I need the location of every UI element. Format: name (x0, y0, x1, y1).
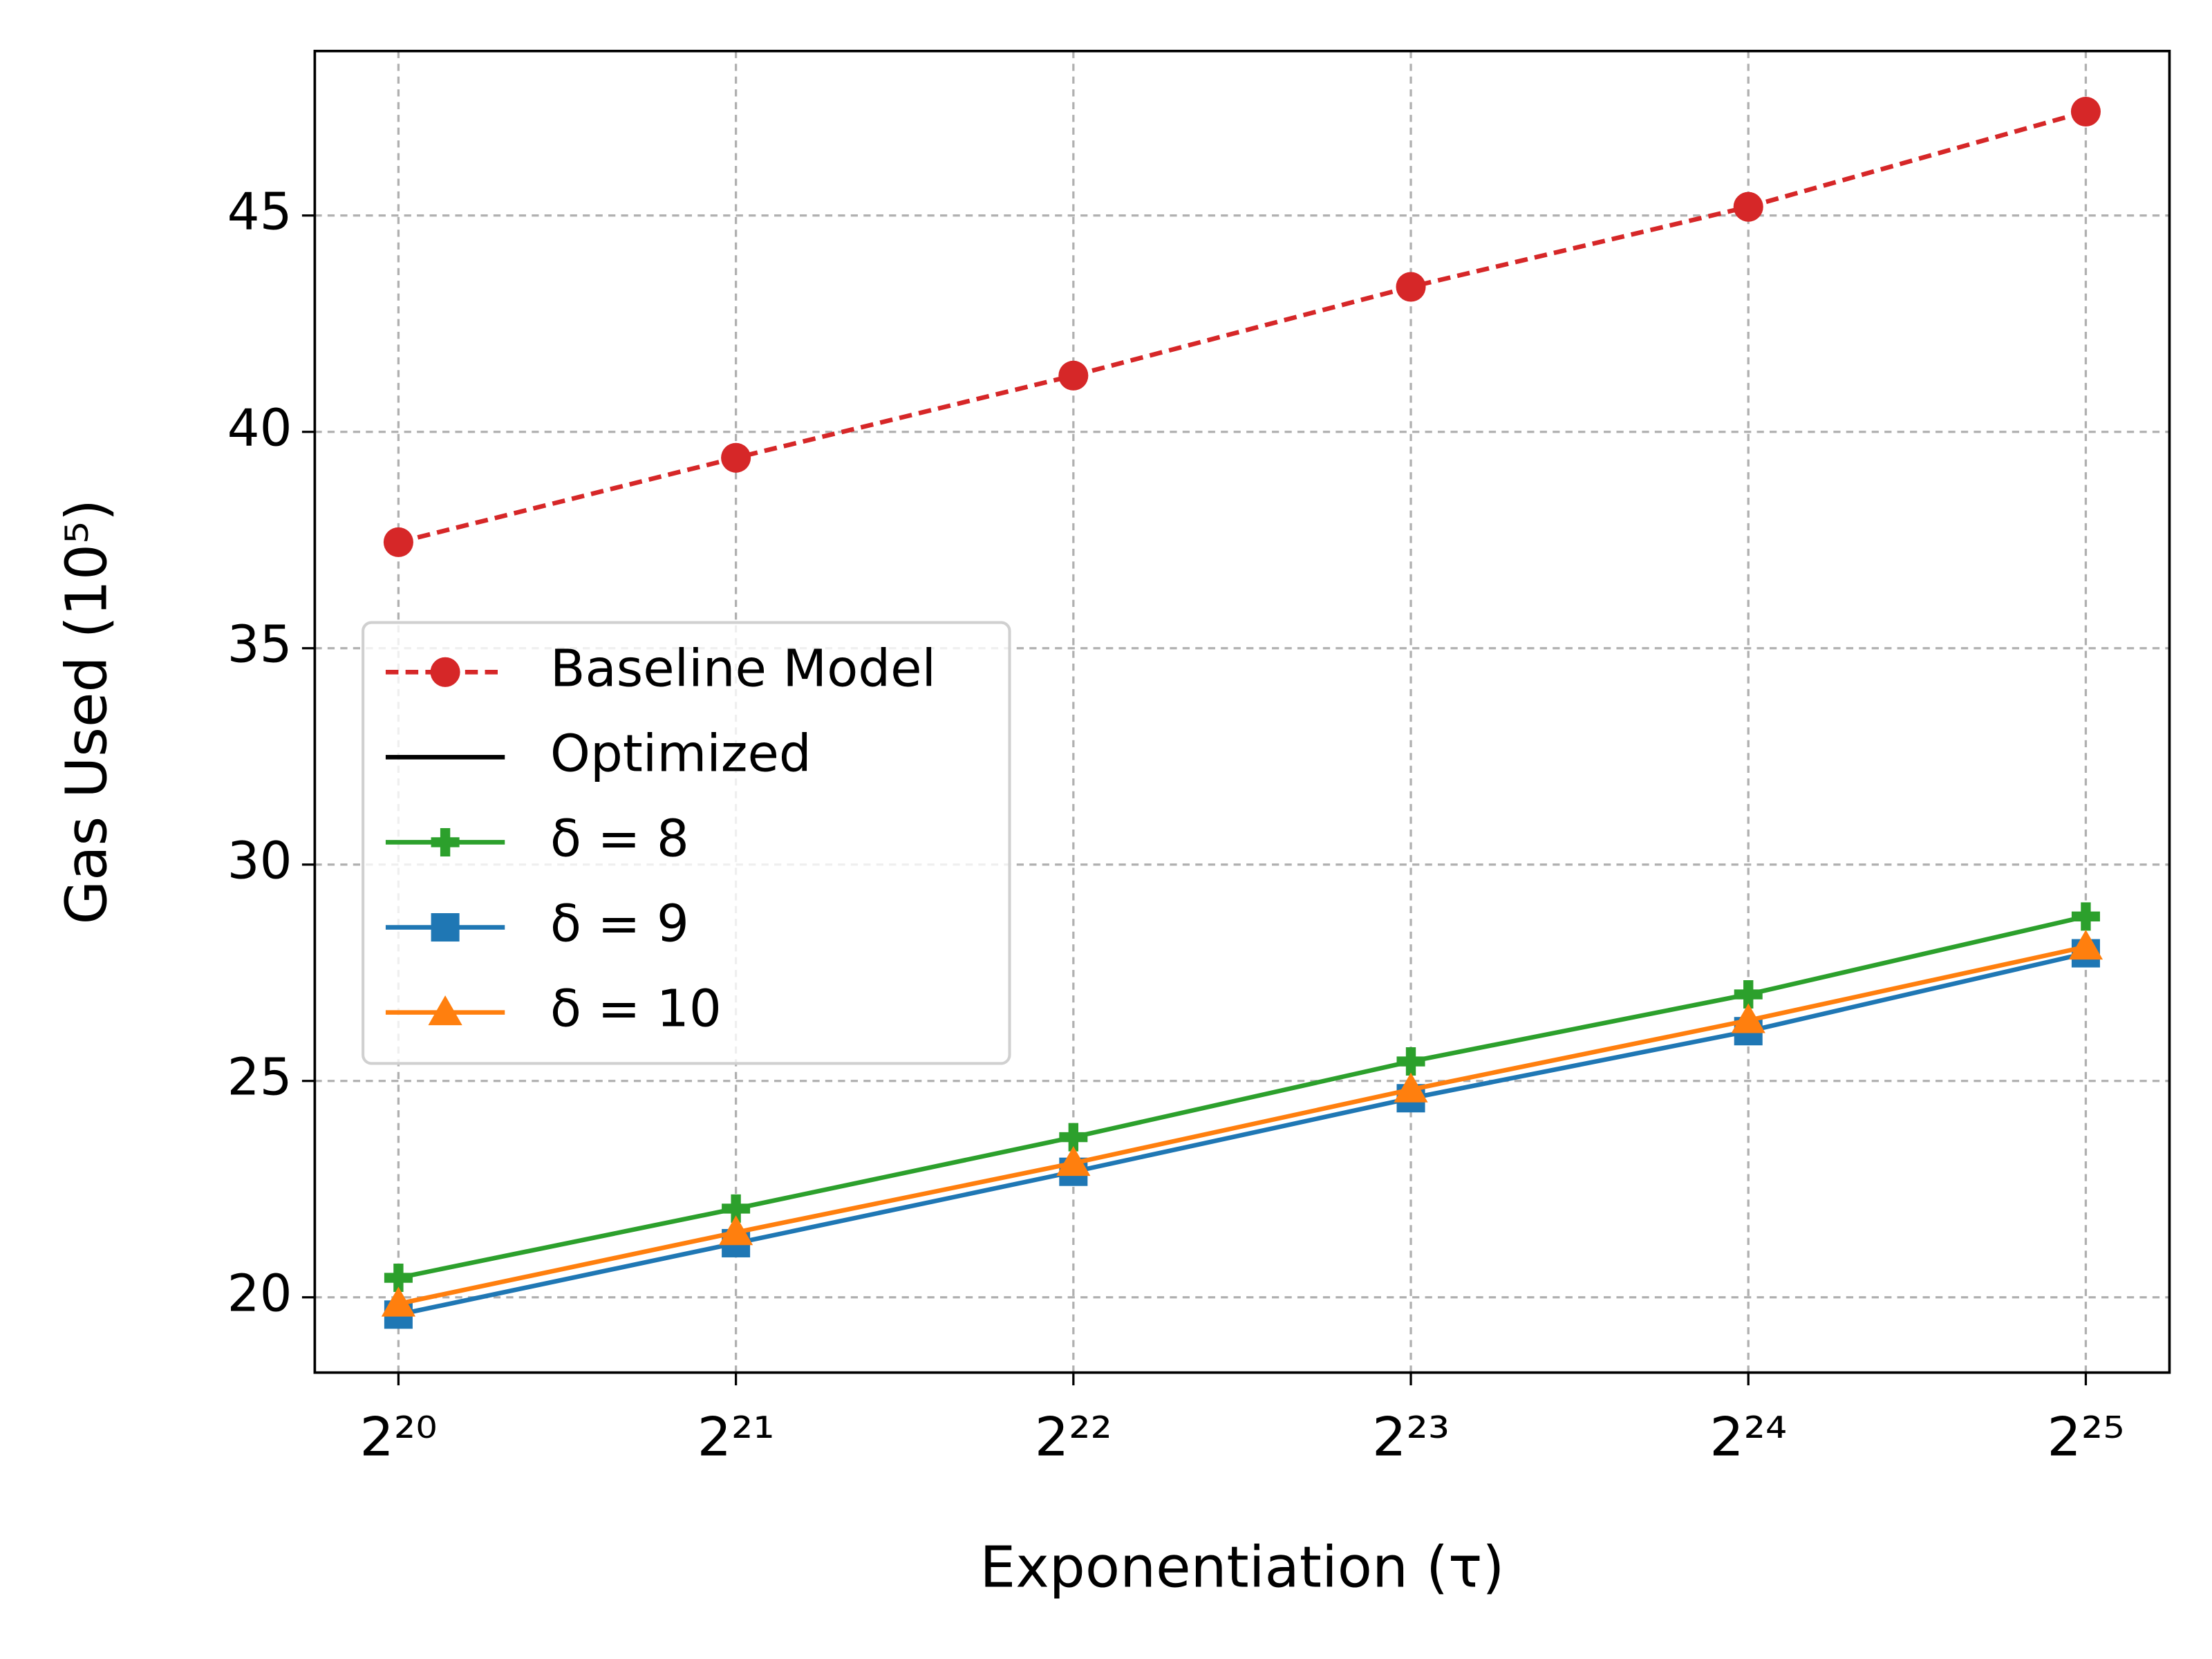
marker (431, 913, 460, 942)
legend-box (362, 621, 1011, 1065)
marker (1731, 1003, 1765, 1033)
marker (384, 1264, 413, 1293)
marker (1056, 1146, 1091, 1177)
marker (2071, 902, 2100, 931)
x-tick-label: 2²⁴ (1709, 1407, 1787, 1469)
marker (381, 1286, 416, 1317)
series-line (397, 914, 2087, 1280)
y-tick-label: 20 (227, 1264, 292, 1324)
y-tick-label: 45 (227, 182, 292, 242)
series-line (397, 950, 2087, 1317)
legend-label: δ = 8 (550, 809, 689, 868)
marker (722, 1194, 751, 1223)
y-tick-label: 25 (227, 1048, 292, 1107)
x-tick-label: 2²⁰ (359, 1407, 437, 1469)
marker (719, 1215, 753, 1246)
x-tick-label: 2²¹ (697, 1407, 775, 1469)
legend-label: δ = 10 (550, 980, 722, 1039)
series-line (397, 944, 2087, 1306)
marker (1059, 1123, 1088, 1152)
marker (430, 657, 460, 687)
legend-label: Optimized (550, 724, 812, 783)
marker (428, 995, 462, 1026)
marker (1396, 272, 1426, 302)
legend: Baseline Model Optimized δ = 8 δ = 9 δ = 10 (362, 621, 1011, 1065)
legend-label: δ = 9 (550, 894, 689, 954)
marker (1396, 1047, 1425, 1076)
marker (1058, 360, 1089, 391)
y-tick-label: 30 (227, 832, 292, 891)
x-tick-label: 2²⁵ (2047, 1407, 2124, 1469)
plot-frame (313, 50, 2171, 1374)
y-tick-label: 35 (227, 615, 292, 675)
marker (431, 827, 460, 856)
marker (2070, 96, 2101, 127)
marker (721, 442, 751, 473)
x-tick-label: 2²² (1035, 1407, 1112, 1469)
marker (1733, 191, 1763, 222)
marker (2068, 930, 2103, 960)
legend-label: Baseline Model (550, 639, 936, 698)
y-tick-label: 40 (227, 399, 292, 458)
x-axis-label: Exponentiation (τ) (980, 1535, 1504, 1600)
y-axis-label: Gas Used (10⁵) (55, 499, 120, 924)
x-tick-label: 2²³ (1372, 1407, 1450, 1469)
marker (1394, 1072, 1428, 1103)
series-line (397, 109, 2087, 545)
marker (1734, 980, 1763, 1009)
marker (383, 527, 413, 557)
